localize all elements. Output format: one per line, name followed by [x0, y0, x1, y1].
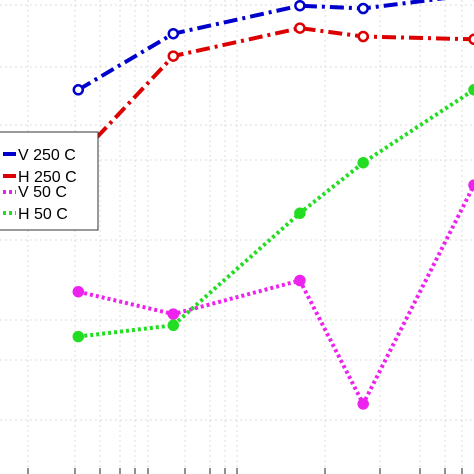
series-layer	[72, 0, 474, 410]
series-line	[77, 0, 446, 92]
legend-label-v250: V 250 C	[18, 147, 76, 164]
legend-entry-h50: H 50 C	[3, 206, 68, 223]
data-point	[294, 0, 306, 12]
data-point	[468, 179, 474, 191]
data-point	[72, 330, 85, 343]
legend-label-h50: H 50 C	[18, 206, 68, 223]
legend-label-h250: H 250 C	[18, 169, 77, 186]
series-line	[78, 88, 474, 339]
data-point	[72, 84, 85, 96]
series-2	[72, 179, 474, 410]
series-line	[76, 26, 474, 159]
data-point	[357, 2, 369, 15]
legend-box	[0, 131, 99, 231]
legend-entry-h250: H 250 C	[3, 169, 77, 186]
data-point	[468, 33, 474, 46]
series-3	[72, 84, 474, 343]
data-point	[294, 274, 306, 287]
data-point	[357, 30, 369, 43]
legend-entry-v250: V 250 C	[3, 147, 76, 164]
data-point	[167, 50, 180, 62]
data-point	[167, 308, 180, 320]
data-point	[294, 22, 306, 34]
x-axis	[27, 468, 463, 474]
series-line	[77, 184, 474, 409]
series-1	[72, 22, 474, 163]
data-point	[357, 156, 369, 169]
data-point	[167, 319, 180, 332]
data-point	[357, 398, 369, 410]
data-point	[167, 27, 180, 40]
data-point	[468, 84, 474, 96]
legend-label-v50: V 50 C	[18, 184, 67, 201]
legend: V 250 C H 250 C V 50 C H 50 C	[0, 131, 99, 231]
data-point	[294, 207, 306, 219]
series-0	[72, 0, 474, 96]
data-point	[72, 285, 85, 298]
legend-entry-v50: V 50 C	[3, 184, 67, 201]
